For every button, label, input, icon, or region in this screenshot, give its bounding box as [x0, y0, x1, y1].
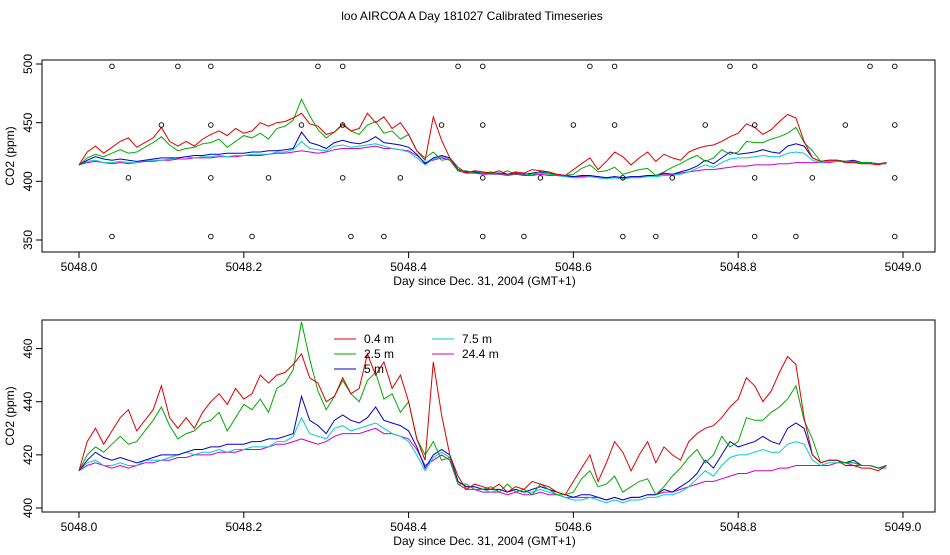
data-point [480, 63, 486, 70]
x-tick-label: 5048.0 [61, 260, 98, 274]
series-line-0-4-m [78, 112, 887, 177]
y-tick-label: 350 [21, 230, 35, 250]
data-point [570, 122, 577, 128]
data-point [892, 175, 898, 181]
data-point [537, 175, 544, 181]
x-tick-label: 5048.8 [720, 520, 757, 534]
data-point [867, 63, 873, 70]
legend-label: 24.4 m [462, 347, 499, 361]
y-tick-label: 400 [21, 498, 35, 518]
chart-title: loo AIRCOA A Day 181027 Calibrated Times… [341, 9, 602, 23]
data-point [109, 233, 115, 240]
data-point [208, 63, 214, 70]
series-line-2-5-m [78, 97, 887, 177]
data-point [158, 122, 165, 128]
data-point [480, 175, 486, 181]
data-point [348, 233, 354, 240]
x-axis-label: Day since Dec. 31, 2004 (GMT+1) [393, 534, 575, 548]
data-point [620, 233, 626, 240]
plot-area [78, 321, 887, 504]
plot-frame [41, 59, 936, 253]
y-tick-label: 400 [21, 171, 35, 191]
data-point [842, 122, 849, 128]
data-point [208, 233, 214, 240]
y-tick-label: 460 [21, 338, 35, 358]
data-point [751, 233, 758, 240]
data-point [892, 122, 898, 128]
data-point [397, 175, 404, 181]
series-line-24-4-m [78, 427, 887, 501]
x-tick-label: 5048.2 [225, 520, 262, 534]
data-point [438, 122, 445, 128]
y-axis-label: CO2 (ppm) [3, 126, 17, 185]
y-tick-label: 420 [21, 445, 35, 465]
data-point [793, 233, 799, 240]
y-axis-label: CO2 (ppm) [3, 386, 17, 445]
top-panel: 5048.0 5048.2 5048.4 5048.6 5048.8 5049.0 Day … [3, 54, 936, 288]
data-point [339, 63, 346, 70]
legend-label: 2.5 m [364, 347, 394, 361]
x-tick-label: 5048.6 [555, 520, 592, 534]
data-point [809, 175, 816, 181]
data-point [620, 175, 626, 181]
y-tick-label: 450 [21, 112, 35, 132]
data-point [669, 175, 676, 181]
x-axis-label: Day since Dec. 31, 2004 (GMT+1) [393, 274, 575, 288]
data-point [265, 175, 272, 181]
x-tick-label: 5049.0 [885, 520, 922, 534]
plot-area [78, 63, 898, 240]
legend-label: 7.5 m [462, 332, 492, 346]
plot-frame [41, 319, 936, 513]
data-point [892, 233, 898, 240]
series-line-24-4-m [78, 145, 887, 179]
series-line-5-m [78, 131, 887, 179]
y-tick-label: 500 [21, 54, 35, 74]
data-point [653, 233, 659, 240]
data-point [125, 175, 132, 181]
data-point [109, 63, 115, 70]
x-tick-label: 5048.6 [555, 260, 592, 274]
x-tick-label: 5048.4 [390, 520, 427, 534]
legend-label: 0.4 m [364, 332, 394, 346]
data-point [480, 233, 486, 240]
data-point [381, 233, 387, 240]
series-line-7-5-m [78, 416, 887, 504]
bottom-panel: 5048.0 5048.2 5048.4 5048.6 5048.8 5049.0 Day … [3, 319, 936, 548]
x-tick-label: 5048.0 [61, 520, 98, 534]
data-point [208, 175, 214, 181]
data-point [751, 175, 758, 181]
data-point [611, 63, 618, 70]
data-point [175, 63, 181, 70]
data-point [339, 122, 346, 128]
data-point [339, 175, 346, 181]
data-point [751, 63, 758, 70]
x-tick-label: 5049.0 [885, 260, 922, 274]
data-point [751, 122, 758, 128]
x-tick-label: 5048.8 [720, 260, 757, 274]
series-line-5-m [78, 394, 887, 501]
data-point [727, 63, 733, 70]
data-point [480, 122, 486, 128]
data-point [892, 63, 898, 70]
data-point [455, 63, 461, 70]
data-point [587, 63, 593, 70]
series-line-0-4-m [78, 352, 887, 496]
data-point [208, 122, 214, 128]
series-line-2-5-m [78, 321, 887, 496]
data-point [521, 233, 527, 240]
x-tick-label: 5048.2 [225, 260, 262, 274]
data-point [611, 122, 618, 128]
data-point [298, 122, 305, 128]
legend-label: 5 m [364, 362, 384, 376]
y-tick-label: 440 [21, 391, 35, 411]
data-point [315, 63, 321, 70]
data-point [249, 233, 255, 240]
x-tick-label: 5048.4 [390, 260, 427, 274]
data-point [702, 122, 708, 128]
